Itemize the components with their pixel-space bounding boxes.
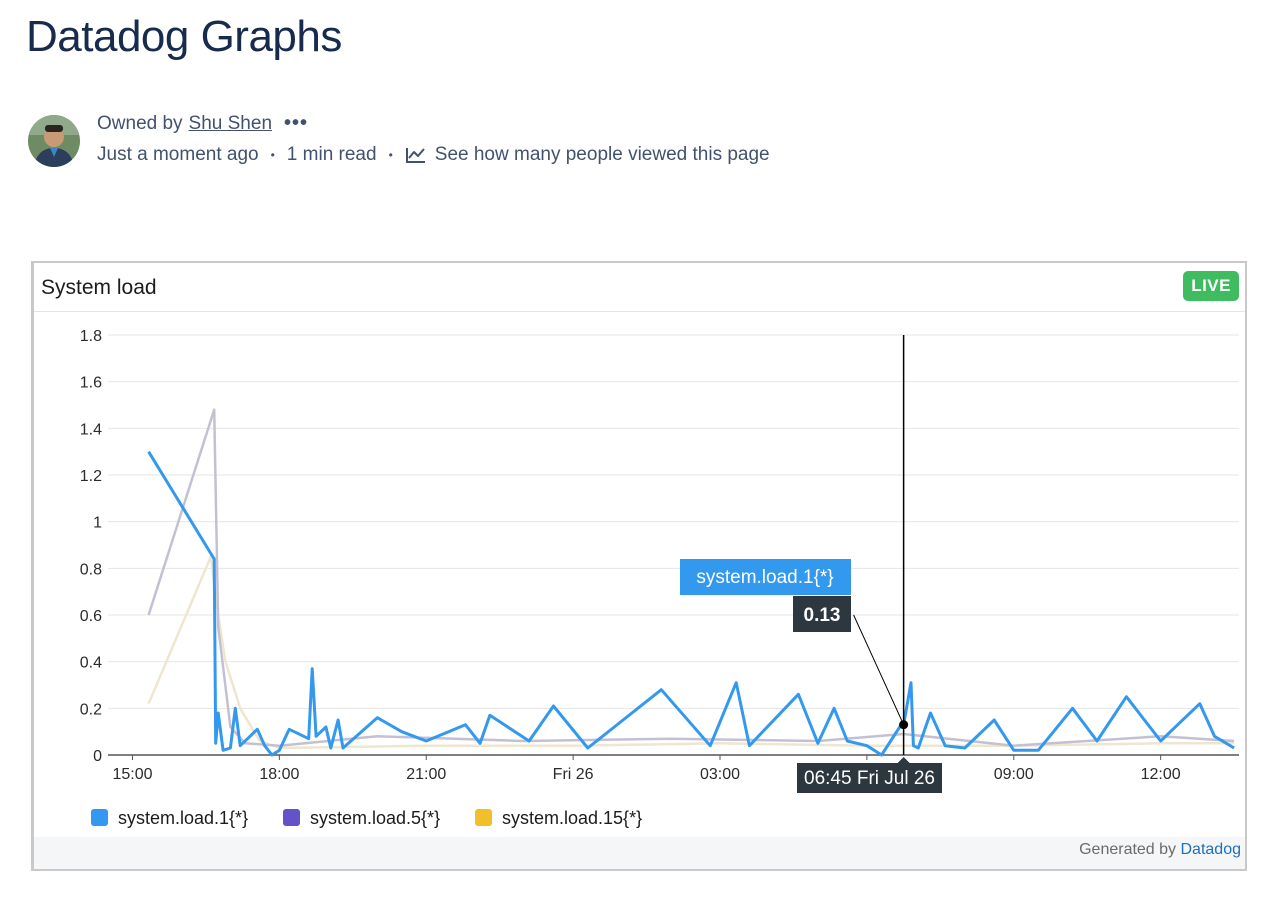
system-load-chart[interactable]: 0 0.2 0.4 0.6 0.8 1 1.2 1.4 1.6 1.8 15:00 18:00 21:0…: [34, 263, 1244, 839]
page-title: Datadog Graphs: [26, 12, 342, 61]
separator-dot: •: [388, 148, 393, 162]
y-tick-label: 1.6: [80, 375, 102, 392]
x-tick-label: 12:00: [1141, 766, 1181, 783]
tooltip-series-box: [680, 559, 851, 595]
x-tick-label: 18:00: [259, 766, 299, 783]
live-badge: LIVE: [1183, 271, 1239, 301]
x-tick-label: 15:00: [112, 766, 152, 783]
y-tick-label: 0: [93, 748, 102, 765]
page-meta-line: Just a moment ago • 1 min read • See how…: [97, 144, 770, 166]
generated-by-label: Generated by: [1079, 841, 1177, 858]
datadog-link[interactable]: Datadog: [1180, 841, 1242, 858]
owner-line: Owned by Shu Shen •••: [97, 112, 308, 135]
y-tick-label: 0.2: [80, 701, 102, 718]
owner-link[interactable]: Shu Shen: [188, 112, 273, 134]
cursor-point: [899, 720, 909, 730]
widget-header: System load LIVE: [34, 263, 1245, 312]
series-line-load1: [147, 450, 1235, 757]
y-tick-label: 0.4: [80, 655, 102, 672]
more-actions-icon[interactable]: •••: [284, 112, 309, 134]
datadog-graph-widget[interactable]: System load LIVE 0 0.2 0.4 0.6 0.8 1 1.2 1.4 1.6…: [31, 261, 1247, 871]
x-tick-label: 21:00: [406, 766, 446, 783]
page-views-label: See how many people viewed this page: [434, 144, 770, 165]
y-tick-label: 0.6: [80, 608, 102, 625]
x-tick-label: 09:00: [994, 766, 1034, 783]
cursor-label-box: [797, 763, 942, 793]
cursor-time-label: 06:45 Fri Jul 26: [804, 768, 935, 789]
series-line-load15: [147, 555, 1235, 750]
tooltip-pointer-line: [853, 614, 905, 725]
separator-dot: •: [270, 148, 275, 162]
x-tick-label: 03:00: [700, 766, 740, 783]
avatar[interactable]: [28, 115, 80, 167]
x-tick-label: Fri 26: [553, 766, 594, 783]
cursor-label-pointer: [897, 757, 910, 763]
series-line-load5: [147, 408, 1235, 747]
y-tick-label: 0.8: [80, 561, 102, 578]
legend-label: system.load.5{*}: [310, 808, 440, 828]
widget-footer: Generated by Datadog: [34, 837, 1245, 869]
legend-swatch: [475, 809, 492, 826]
tooltip-value: 0.13: [804, 605, 841, 626]
tooltip-value-box: [793, 596, 851, 632]
page-views-link[interactable]: See how many people viewed this page: [405, 144, 770, 166]
y-tick-label: 1.8: [80, 328, 102, 345]
y-tick-label: 1.2: [80, 468, 102, 485]
legend-label: system.load.1{*}: [118, 808, 248, 828]
tooltip-series-label: system.load.1{*}: [696, 567, 833, 588]
legend-swatch: [283, 809, 300, 826]
legend-swatch: [91, 809, 108, 826]
widget-title: System load: [41, 276, 157, 299]
y-tick-label: 1.4: [80, 421, 102, 438]
legend-label: system.load.15{*}: [502, 808, 642, 828]
read-time: 1 min read: [286, 144, 377, 165]
analytics-chart-icon: [405, 148, 425, 163]
generated-by: Generated by Datadog: [1079, 841, 1241, 859]
avatar-image: [28, 115, 80, 167]
owned-by-label: Owned by: [97, 112, 183, 134]
last-updated[interactable]: Just a moment ago: [97, 144, 259, 165]
y-tick-label: 1: [93, 515, 102, 532]
